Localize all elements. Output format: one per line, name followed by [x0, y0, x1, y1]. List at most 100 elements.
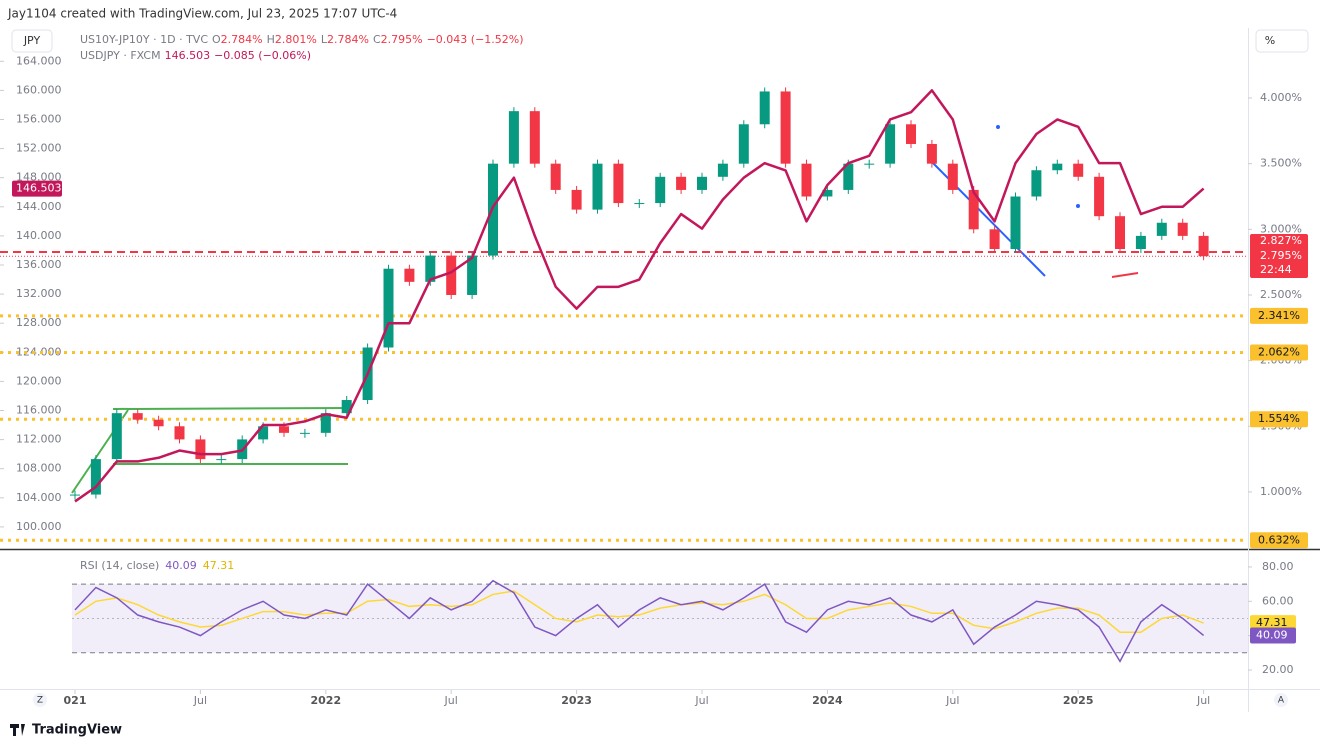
candle: [968, 189, 979, 230]
y-tick-label: 160.000: [16, 83, 62, 96]
price-line: [74, 89, 1205, 503]
marker: [1076, 204, 1080, 208]
legend-part: C: [373, 33, 381, 46]
y-tick-label: 136.000: [16, 258, 62, 271]
rsi-value-label: 40.09: [1256, 628, 1288, 641]
layer: [0, 87, 1248, 542]
last-price-label: 2.827%: [1260, 234, 1302, 247]
candle: [1135, 235, 1146, 250]
rsi-line: [74, 579, 1205, 663]
legend-part: 2.784%: [221, 33, 263, 46]
left-scale-button[interactable]: [11, 29, 53, 53]
left-scale-label[interactable]: JPY: [23, 34, 41, 47]
candle: [467, 255, 478, 295]
candle: [1031, 170, 1042, 197]
y-tick-label: 164.000: [16, 54, 62, 67]
y-tick-label: 152.000: [16, 142, 62, 155]
candle: [864, 163, 875, 165]
candle: [195, 439, 206, 460]
legend-part: −0.043 (−1.52%): [427, 33, 524, 46]
legend-part: O: [212, 33, 221, 46]
candle: [947, 163, 958, 190]
candle: [1052, 163, 1063, 171]
candle: [843, 163, 854, 190]
x-tick-label: Jul: [694, 694, 708, 707]
rsi-tick-label: 20.00: [1262, 663, 1294, 676]
zoom-label[interactable]: Z: [37, 696, 43, 706]
y2-tick-label: 3.500%: [1260, 157, 1302, 170]
rsi-tick-label: 80.00: [1262, 560, 1294, 573]
trend-line: [927, 157, 1046, 277]
y-tick-label: 120.000: [16, 374, 62, 387]
legend-part: 2.795%: [381, 33, 423, 46]
y-tick-label: 140.000: [16, 229, 62, 242]
candle: [926, 143, 937, 164]
countdown: 22:44: [1260, 263, 1292, 276]
candle: [1198, 235, 1209, 257]
candle: [738, 124, 749, 164]
layer: [72, 579, 1248, 663]
candle: [1010, 196, 1021, 250]
auto-label[interactable]: A: [1278, 696, 1285, 706]
candle: [258, 426, 269, 440]
left-last-label: 146.503: [16, 182, 62, 195]
level-label-box: [1250, 411, 1308, 428]
y-tick-label: 104.000: [16, 491, 62, 504]
rsi-line: [74, 590, 1204, 633]
candle: [508, 111, 519, 164]
candle: [383, 268, 394, 348]
legend-line: US10Y-JP10Y · 1D · TVC O2.784% H2.801% L2.7…: [80, 33, 524, 46]
last-price-box: [1250, 234, 1308, 278]
level-label-box: [1250, 344, 1308, 361]
rsi-value-label: 47.31: [1256, 616, 1288, 629]
level-label: 0.632%: [1258, 533, 1300, 546]
rsi-legend-part: RSI (14, close): [80, 559, 159, 572]
rsi-legend: RSI (14, close) 40.09 47.31: [80, 559, 234, 572]
header: Jay1104 created with TradingView.com, Ju…: [7, 7, 397, 21]
y2-tick-label: 2.500%: [1260, 288, 1302, 301]
legend-part: L: [321, 33, 328, 46]
y-tick-label: 116.000: [16, 403, 62, 416]
candle: [132, 413, 143, 420]
y-tick-label: 124.000: [16, 345, 62, 358]
rsi-legend-part: 40.09: [165, 559, 197, 572]
level-label: 2.062%: [1258, 345, 1300, 358]
y-tick-label: 128.000: [16, 316, 62, 329]
y-tick-label: 156.000: [16, 112, 62, 125]
candle: [676, 176, 687, 190]
candle: [341, 400, 352, 414]
candle: [279, 426, 289, 433]
legend-part: 146.503: [165, 49, 211, 62]
candle: [906, 124, 916, 144]
channel-top: [112, 407, 351, 410]
candle: [1156, 222, 1167, 236]
y-tick-label: 100.000: [16, 520, 62, 533]
x-tick-label: Jul: [1196, 694, 1210, 707]
candle: [216, 459, 227, 461]
candle: [1115, 216, 1125, 250]
x-tick-label: Jul: [945, 694, 959, 707]
legend-part: H: [267, 33, 275, 46]
candle: [634, 203, 645, 205]
x-tick-label: 2025: [1063, 694, 1094, 707]
candle: [1177, 222, 1188, 236]
candle: [822, 189, 833, 197]
candle: [885, 124, 896, 164]
candle: [174, 426, 185, 440]
auto-button[interactable]: [1274, 693, 1288, 707]
x-tick-label: Jul: [444, 694, 458, 707]
brand: TradingView: [32, 723, 122, 738]
right-scale-label[interactable]: %: [1265, 34, 1275, 47]
y-tick-label: 148.000: [16, 171, 62, 184]
close-price-label: 2.795%: [1260, 249, 1302, 262]
legend-part: 2.784%: [327, 33, 369, 46]
candle: [111, 413, 122, 460]
right-scale-button[interactable]: [1255, 29, 1309, 53]
candle: [299, 432, 310, 434]
zoom-button[interactable]: [33, 693, 47, 707]
drawings: [71, 125, 1139, 494]
candle: [759, 91, 770, 125]
x-tick-label: 021: [64, 694, 87, 707]
